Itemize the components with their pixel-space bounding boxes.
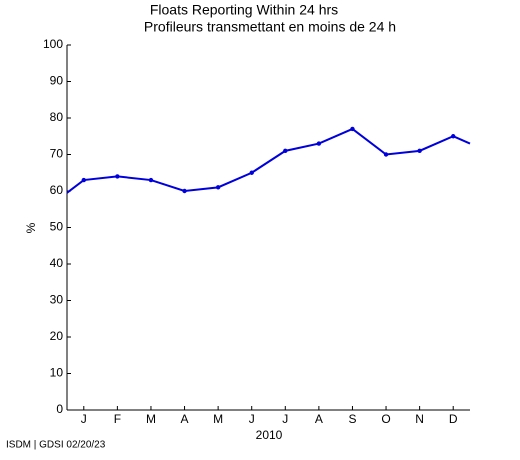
y-tick-label: 90 xyxy=(50,74,64,88)
y-tick-label: 40 xyxy=(50,256,64,270)
x-tick-label: J xyxy=(249,412,255,426)
y-tick-label: 30 xyxy=(50,293,64,307)
y-tick-label: 70 xyxy=(50,147,64,161)
data-point xyxy=(115,174,120,179)
data-point xyxy=(249,170,254,175)
data-point xyxy=(81,177,86,183)
data-point xyxy=(383,152,389,157)
y-tick-label: 20 xyxy=(50,329,64,343)
y-tick-label: 0 xyxy=(56,402,63,416)
data-point xyxy=(215,185,221,190)
y-tick-label: 100 xyxy=(43,37,63,51)
x-axis-label: 2010 xyxy=(256,428,283,442)
data-point xyxy=(417,148,422,154)
data-point xyxy=(182,188,187,194)
y-axis-label: % xyxy=(24,222,38,233)
data-point xyxy=(316,141,322,146)
x-tick-label: A xyxy=(315,412,323,426)
data-point xyxy=(283,148,288,154)
y-tick-label: 60 xyxy=(50,183,64,197)
data-point xyxy=(451,134,456,139)
data-point xyxy=(148,177,154,183)
y-tick-label: 50 xyxy=(50,220,64,234)
x-tick-label: D xyxy=(449,412,458,426)
x-tick-label: O xyxy=(381,412,390,426)
x-tick-label: S xyxy=(348,412,356,426)
x-tick-label: A xyxy=(181,412,189,426)
x-tick-label: J xyxy=(81,412,87,426)
x-tick-label: N xyxy=(415,412,424,426)
x-tick-label: F xyxy=(114,412,121,426)
x-tick-label: M xyxy=(213,412,223,426)
footer: ISDM | GDSI 02/20/23 xyxy=(6,440,106,451)
data-point xyxy=(350,126,355,132)
y-tick-label: 80 xyxy=(50,110,64,124)
chart-title: Floats Reporting Within 24 hrs xyxy=(150,2,338,18)
y-tick-label: 10 xyxy=(50,366,64,380)
data-line xyxy=(66,127,471,194)
x-tick-label: J xyxy=(282,412,288,426)
x-tick-label: M xyxy=(146,412,156,426)
chart-subtitle: Profileurs transmettant en moins de 24 h xyxy=(144,19,396,35)
